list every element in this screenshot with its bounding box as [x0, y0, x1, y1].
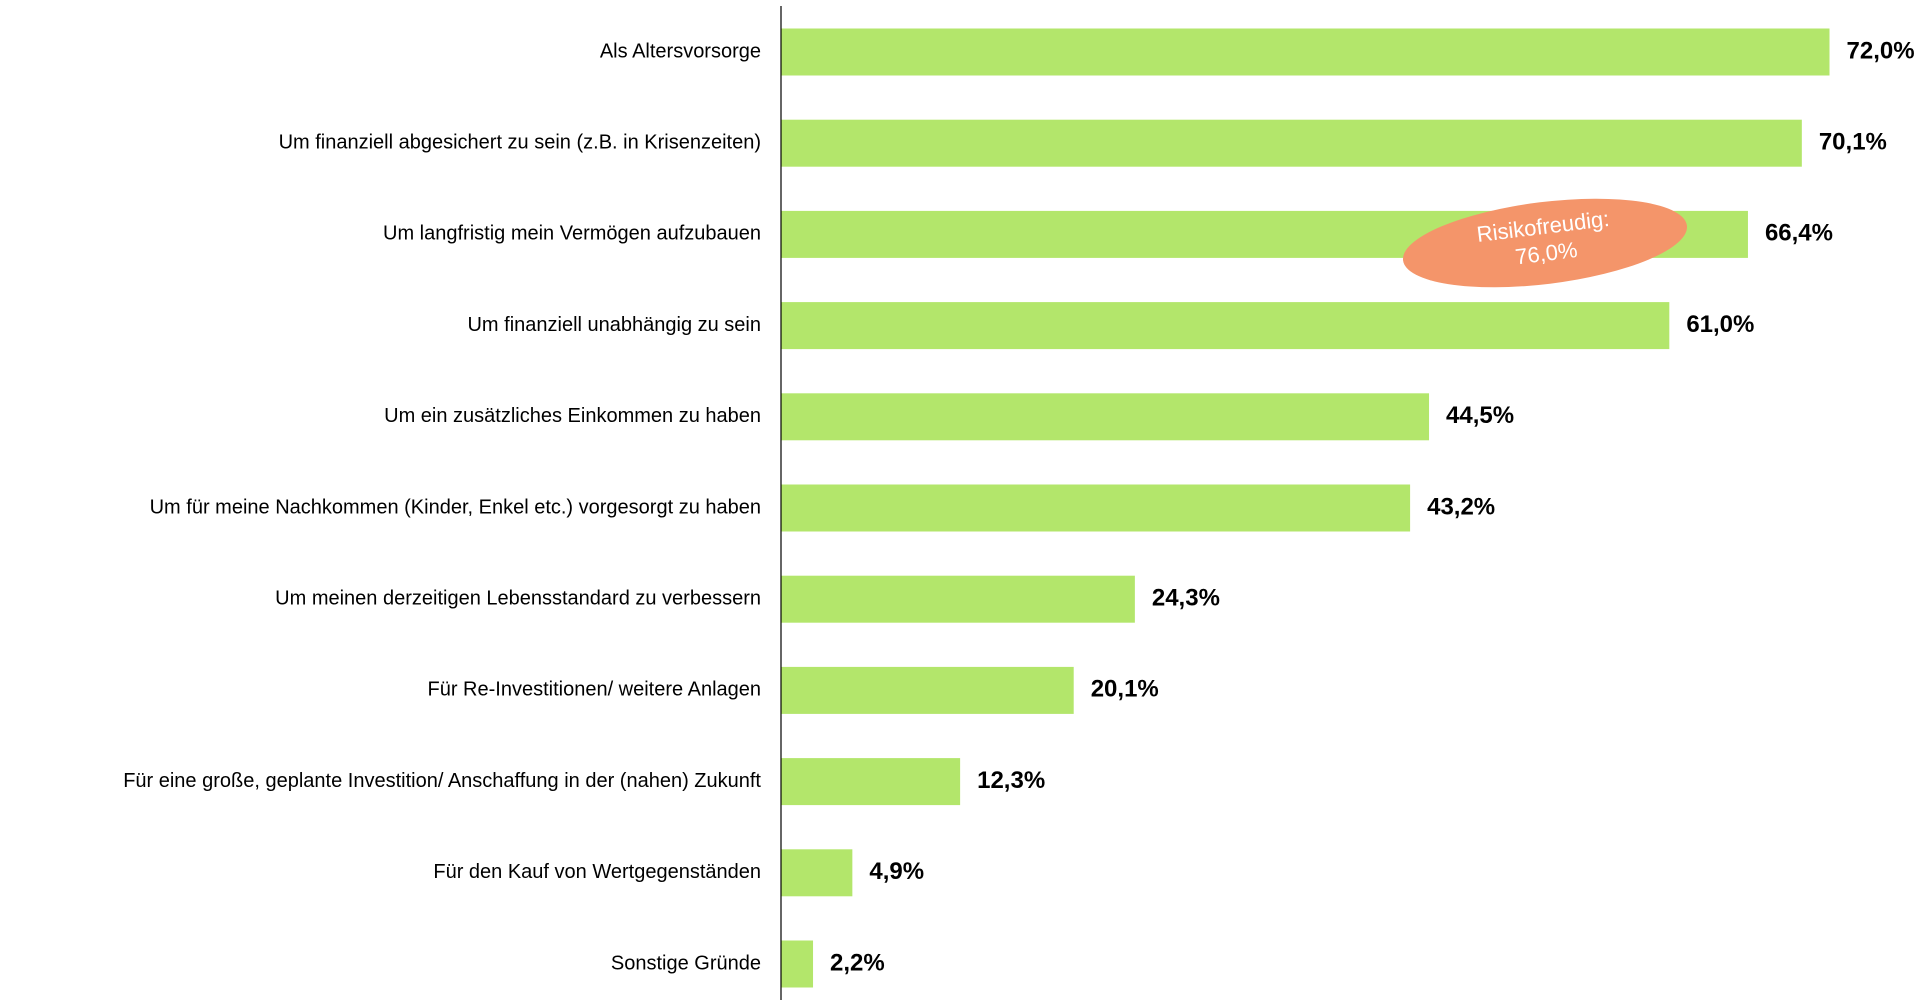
- y-tick-label: Für den Kauf von Wertgegenständen: [433, 861, 761, 883]
- y-tick-label: Um ein zusätzliches Einkommen zu haben: [384, 405, 761, 427]
- y-tick-label: Um finanziell abgesichert zu sein (z.B. …: [279, 131, 761, 153]
- bar: [781, 28, 1830, 76]
- y-tick-label: Für eine große, geplante Investition/ An…: [123, 770, 761, 792]
- y-tick-label: Sonstige Gründe: [611, 952, 761, 974]
- value-label: 61,0%: [1686, 311, 1754, 338]
- bar: [781, 575, 1135, 623]
- value-label: 24,3%: [1152, 585, 1220, 612]
- bar: [781, 393, 1430, 441]
- bar: [781, 119, 1802, 167]
- value-label: 44,5%: [1446, 402, 1514, 429]
- annotation: Risikofreudig: 76,0%: [1402, 198, 1688, 288]
- y-tick-label: Um meinen derzeitigen Lebensstandard zu …: [275, 587, 761, 609]
- value-label: 72,0%: [1847, 37, 1915, 64]
- bar: [781, 758, 961, 806]
- value-label: 20,1%: [1091, 676, 1159, 703]
- bar: [781, 666, 1074, 714]
- y-tick-label: Um langfristig mein Vermögen aufzubauen: [383, 223, 761, 245]
- value-label: 43,2%: [1427, 493, 1495, 520]
- bar: [781, 849, 853, 897]
- value-label: 70,1%: [1819, 129, 1887, 156]
- value-label: 4,9%: [869, 858, 924, 885]
- value-label: 66,4%: [1765, 220, 1833, 247]
- bar: [781, 940, 814, 988]
- y-tick-label: Als Altersvorsorge: [600, 40, 761, 62]
- bar: [781, 302, 1670, 350]
- y-tick-label: Um finanziell unabhängig zu sein: [467, 314, 761, 336]
- value-label: 12,3%: [977, 767, 1045, 794]
- annotation-ellipse: [1402, 198, 1688, 288]
- bar: [781, 484, 1411, 532]
- y-tick-label: Für Re-Investitionen/ weitere Anlagen: [427, 679, 761, 701]
- y-tick-label: Um für meine Nachkommen (Kinder, Enkel e…: [150, 496, 761, 518]
- value-label: 2,2%: [830, 949, 885, 976]
